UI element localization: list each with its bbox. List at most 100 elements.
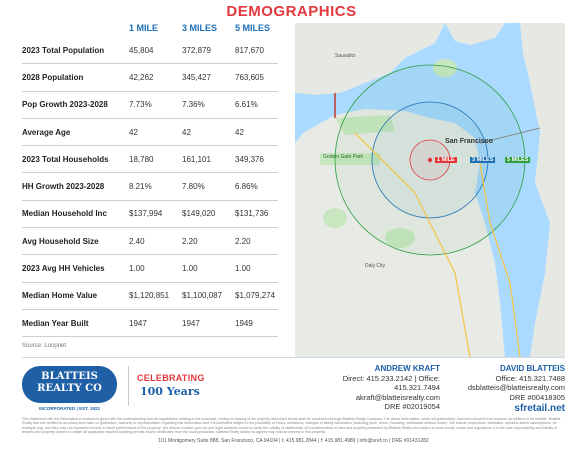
footer-divider [128,366,129,406]
table-row: Median Home Value $1,120,851 $1,100,087 $1,… [22,283,278,310]
place-label-daly-city: Daly City [365,263,386,269]
table-row: 2023 Total Households 18,780 161,101 349,37… [22,146,278,174]
ring-label-3-miles: 3 MILES [470,157,496,163]
row-value: 1.00 [182,264,198,274]
row-label: Average Age [22,127,71,137]
row-value: 8.21% [129,182,152,192]
row-value: $1,100,087 [182,291,223,301]
row-value: 18,780 [129,154,154,164]
row-value: 372,879 [182,45,211,55]
address-bar: 101 Montgomery Suite 888, San Francisco,… [158,438,429,444]
row-value: 2.20 [235,236,251,246]
row-value: 42 [129,127,138,137]
logo-line-2: REALTY CO [37,383,102,394]
row-label: Avg Household Size [22,236,99,246]
row-label: HH Growth 2023-2028 [22,182,105,192]
row-value: 161,101 [182,154,211,164]
marin-land [295,23,445,95]
row-value: $1,079,274 [235,291,276,301]
row-label: 2023 Total Households [22,154,109,164]
row-value: $131,736 [235,209,269,219]
header-1-mile: 1 MILE [129,23,159,33]
table-row: Average Age 42 42 42 [22,119,278,147]
agent-david-blatteis: DAVID BLATTEIS Office: 415.321.7488 dsbl… [452,364,565,402]
blatteis-logo[interactable]: BLATTEIS REALTY CO [22,366,117,403]
row-value: 349,376 [235,154,264,164]
row-label: 2028 Population [22,72,84,82]
row-value: 817,670 [235,45,264,55]
row-value: $137,994 [129,209,163,219]
row-value: 7.80% [182,182,205,192]
row-value: 1.00 [129,264,145,274]
row-value: 42,262 [129,72,154,82]
highway-101 [479,162,521,357]
website-link[interactable]: sfretail.net [514,403,565,414]
lake-merced [323,208,347,228]
agent-email[interactable]: dsblatteis@blatteisrealty.com [467,383,565,392]
row-label: 2023 Avg HH Vehicles [22,264,105,274]
row-value: $1,120,851 [129,291,170,301]
logo-line-1: BLATTEIS [41,371,98,382]
agent-andrew-kraft: ANDREW KRAFT Direct: 415.233.2142 | Offi… [300,364,440,412]
header-5-miles: 5 MILES [235,23,271,33]
agent-phone: Office: 415.321.7488 [495,373,566,383]
disclaimer-text: This Statement with the information it c… [22,417,561,434]
row-label: Median Home Value [22,291,98,301]
celebrating-label: CELEBRATING [137,373,205,383]
map-graphic [295,23,565,357]
place-label-sausalito: Sausalito [335,53,356,59]
row-value: 2.20 [182,236,198,246]
mclaren-park [385,228,415,248]
table-row: 2023 Avg HH Vehicles 1.00 1.00 1.00 [22,255,278,283]
table-row: Median Year Built 1947 1947 1949 [22,310,278,338]
logo-subtitle: INCORPORATED | EST. 1922 [39,406,100,411]
row-value: 1947 [182,318,200,328]
row-value: 6.86% [235,182,258,192]
table-row: Pop Growth 2023-2028 7.73% 7.36% 6.61% [22,92,278,119]
row-label: Median Household Inc [22,209,107,219]
table-body: 2023 Total Population 45,804 372,879 817,67… [22,37,278,338]
highway-280 [354,132,471,357]
row-value: 45,804 [129,45,154,55]
row-value: 6.61% [235,100,258,110]
agent-dre: DRE #02019054 [384,402,440,411]
row-value: 345,427 [182,72,211,82]
agent-phone: Direct: 415.233.2142 | Office: 415.321.7… [342,373,440,393]
angel-island [433,59,457,77]
ring-label-5-miles: 5 MILES [505,157,531,163]
table-header: 1 MILE 3 MILES 5 MILES [22,23,278,37]
table-row: HH Growth 2023-2028 8.21% 7.80% 6.86% [22,173,278,201]
agent-email[interactable]: akraft@blatteisrealty.com [355,392,440,402]
tiburon-land [445,23,505,45]
source-note: Source: Loopnet [22,343,67,350]
table-row: Avg Household Size 2.40 2.20 2.20 [22,228,278,256]
bay-bridge [479,127,541,144]
row-value: $149,020 [182,209,216,219]
row-value: 7.36% [182,100,205,110]
row-value: 1947 [129,318,147,328]
row-value: 42 [182,127,191,137]
ring-label-1-mile: 1 MILE [435,157,457,163]
table-row: 2023 Total Population 45,804 372,879 817,67… [22,37,278,65]
row-value: 2.40 [129,236,145,246]
table-row: Median Household Inc $137,994 $149,020 $131… [22,201,278,229]
row-label: Pop Growth 2023-2028 [22,100,108,110]
agent-name: DAVID BLATTEIS [499,364,565,373]
demographics-table: 1 MILE 3 MILES 5 MILES 2023 Total Popula… [22,23,278,349]
row-value: 7.73% [129,100,152,110]
page-title: DEMOGRAPHICS [226,3,357,20]
row-label: 2023 Total Population [22,45,105,55]
agent-name: ANDREW KRAFT [374,364,440,373]
row-value: 1.00 [235,264,251,274]
header-blank [22,23,129,37]
radius-map[interactable]: San Francisco 1 MILE 3 MILES 5 MILES Sau… [295,23,565,357]
years-label: 100 Years [140,385,200,398]
footer-rule [22,357,565,358]
property-marker[interactable] [427,157,433,163]
agent-dre: DRE #00418305 [509,392,565,402]
logo-text: BLATTEIS REALTY CO [22,371,117,395]
table-row: 2028 Population 42,262 345,427 763,605 [22,64,278,92]
row-label: Median Year Built [22,318,89,328]
row-value: 42 [235,127,244,137]
row-value: 763,605 [235,72,264,82]
